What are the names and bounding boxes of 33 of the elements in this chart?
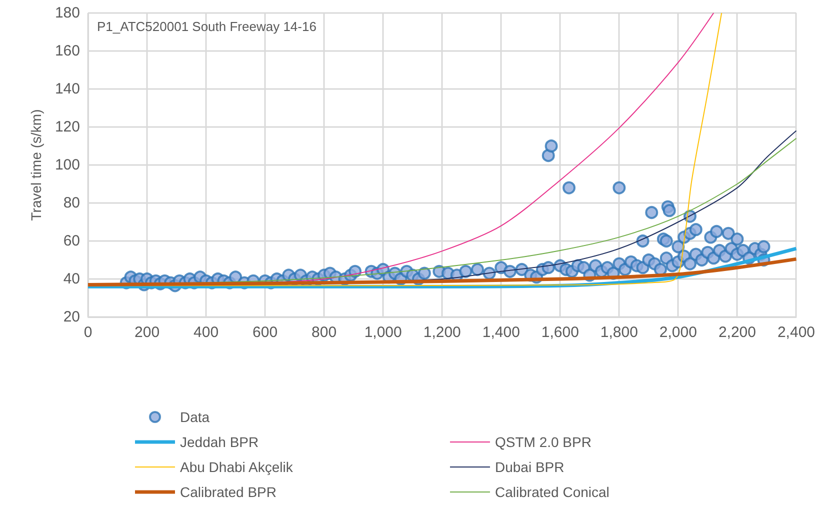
y-axis-title: Travel time (s/km) bbox=[28, 109, 44, 221]
x-tick-label: 1,600 bbox=[541, 324, 579, 341]
y-tick-label: 160 bbox=[54, 42, 80, 60]
line-series bbox=[86, 246, 798, 288]
x-tick-label: 600 bbox=[252, 324, 278, 341]
y-tick-label: 100 bbox=[54, 156, 80, 174]
x-tick-label: 2,400 bbox=[777, 324, 816, 341]
x-tick-label: 1,400 bbox=[482, 324, 520, 341]
legend-label: Jeddah BPR bbox=[180, 434, 259, 450]
x-tick-label: 2,200 bbox=[718, 324, 756, 341]
y-tick-label: 20 bbox=[63, 308, 80, 326]
x-tick-label: 400 bbox=[194, 324, 219, 341]
x-tick-label: 2,000 bbox=[659, 324, 697, 341]
y-tick-label: 140 bbox=[54, 80, 80, 98]
legend-label: Calibrated BPR bbox=[180, 484, 276, 500]
legend-label: Abu Dhabi Akçelik bbox=[180, 459, 294, 475]
legend-label: QSTM 2.0 BPR bbox=[495, 434, 592, 450]
line-series bbox=[86, 257, 798, 286]
y-tick-label: 60 bbox=[63, 232, 80, 250]
legend-label: Dubai BPR bbox=[495, 459, 564, 475]
text: P1_ATC520001 South Freeway 14-16 bbox=[97, 19, 316, 34]
y-tick-label: 40 bbox=[63, 270, 80, 288]
x-tick-label: 200 bbox=[134, 324, 160, 341]
legend-label: Data bbox=[180, 409, 210, 425]
x-tick-label: 0 bbox=[84, 324, 92, 341]
x-tick-label: 800 bbox=[312, 324, 337, 341]
x-tick-label: 1,800 bbox=[600, 324, 638, 341]
y-tick-label: 180 bbox=[54, 4, 80, 22]
legend-label: Calibrated Conical bbox=[495, 484, 610, 500]
x-tick-label: 1,000 bbox=[364, 324, 402, 341]
y-tick-label: 120 bbox=[54, 118, 80, 136]
y-tick-label: 80 bbox=[63, 194, 80, 212]
x-tick-label: 1,200 bbox=[423, 324, 461, 341]
